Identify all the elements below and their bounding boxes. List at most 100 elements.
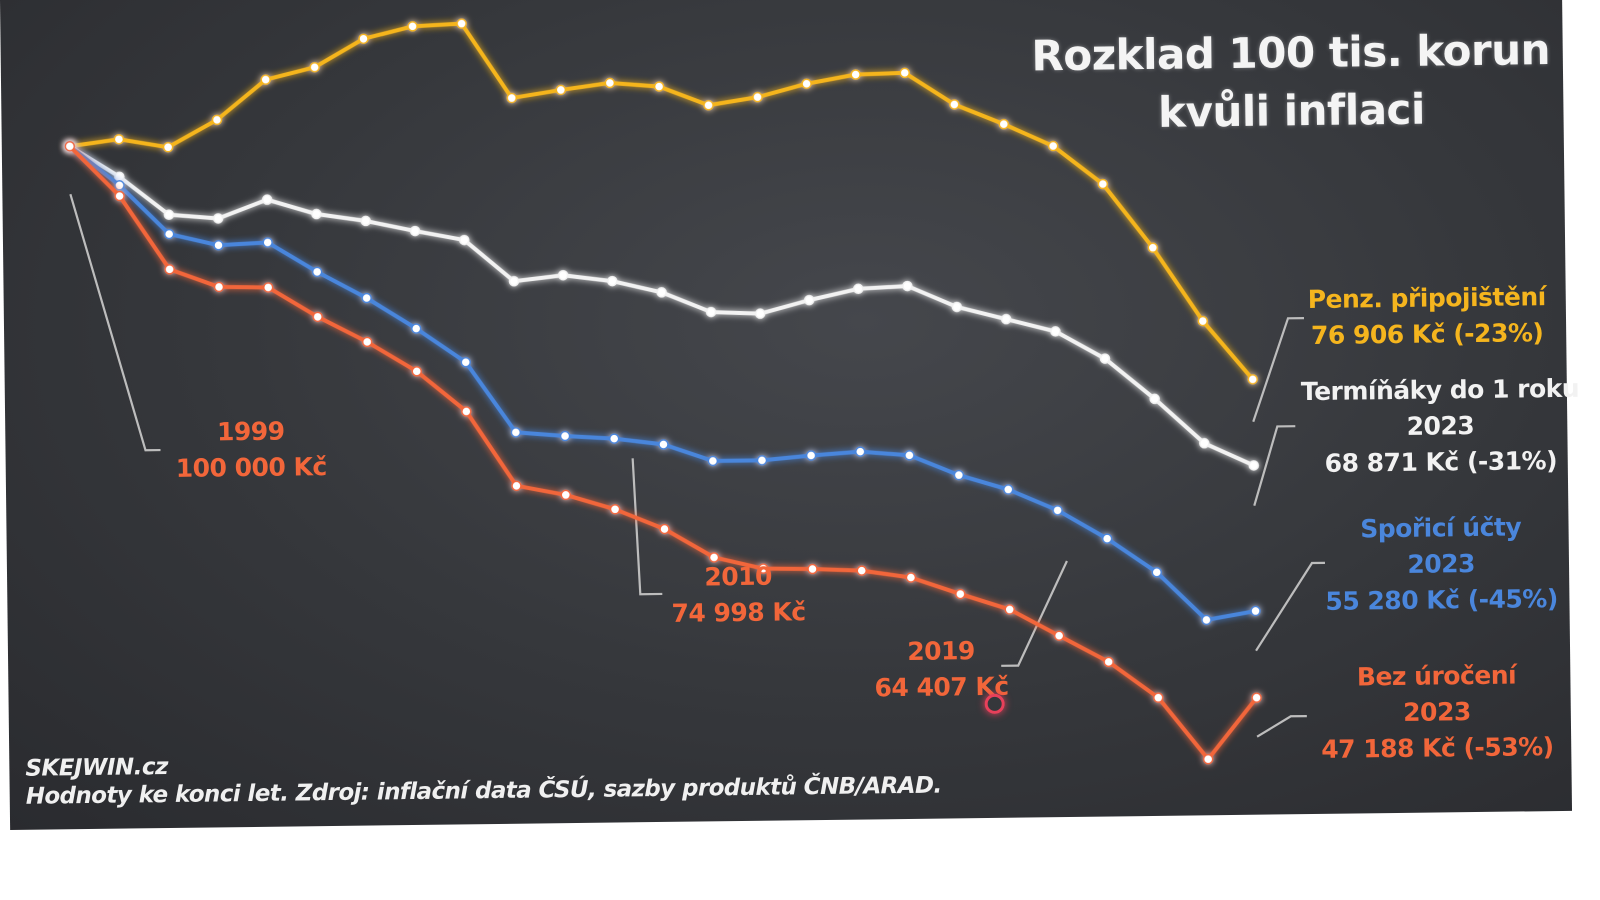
data-point-cash-2022	[1202, 753, 1214, 765]
data-point-pension-2012	[703, 100, 714, 111]
data-point-pension-2006	[407, 21, 418, 32]
leader-cash	[1256, 714, 1307, 738]
annotation-2010-year: 2010	[704, 561, 773, 592]
data-point-pension-2000	[113, 134, 125, 145]
label-pension-value: 76 906 Kč (-23%)	[1310, 318, 1544, 351]
data-point-term-2013	[754, 308, 766, 319]
data-point-cash-2018	[1004, 604, 1015, 615]
data-point-savings-2021	[1151, 567, 1163, 578]
data-point-cash-2019	[1053, 630, 1065, 641]
annotation-1999-value: 100 000 Kč	[175, 452, 327, 483]
data-point-term-2003	[261, 194, 273, 205]
data-point-cash-2010	[609, 504, 621, 515]
data-point-savings-2004	[311, 266, 323, 278]
data-point-cash-2021	[1153, 692, 1164, 703]
leader-term	[1253, 425, 1296, 507]
data-point-pension-2015	[850, 69, 861, 80]
data-point-cash-2004	[312, 311, 323, 323]
data-point-savings-2011	[658, 439, 669, 450]
label-savings-name: Spořicí účty	[1360, 512, 1522, 544]
data-point-term-2014	[803, 294, 815, 306]
data-point-savings-2000	[114, 180, 125, 191]
data-point-savings-2017	[953, 469, 965, 481]
data-point-pension-2023	[1247, 374, 1258, 385]
data-point-savings-2007	[460, 356, 472, 368]
label-cash: Bez úročení 2023 47 188 Kč (-53%)	[1320, 657, 1554, 768]
annotation-1999-year: 1999	[216, 416, 285, 447]
brand-text: SKEJWIN.cz	[25, 754, 169, 782]
data-point-cash-2008	[511, 480, 522, 492]
data-point-term-2001	[163, 209, 175, 221]
data-point-savings-2023	[1250, 605, 1261, 617]
data-point-term-2011	[656, 287, 667, 298]
data-point-pension-2004	[309, 62, 320, 73]
annotation-2010-value: 74 998 Kč	[671, 597, 806, 628]
data-point-savings-2014	[805, 450, 817, 461]
data-point-term-2002	[212, 213, 224, 224]
data-point-pension-2016	[899, 67, 911, 79]
data-point-savings-2013	[756, 455, 768, 466]
data-point-cash-2020	[1103, 656, 1114, 668]
label-term-value: 68 871 Kč (-31%)	[1324, 446, 1558, 478]
label-savings: Spořicí účty 2023 55 280 Kč (-45%)	[1324, 509, 1558, 620]
label-cash-value: 47 188 Kč (-53%)	[1321, 732, 1554, 764]
data-point-savings-2016	[904, 450, 915, 461]
data-point-savings-2012	[707, 455, 719, 467]
label-savings-year: 2023	[1407, 549, 1476, 579]
data-point-term-2000	[114, 171, 125, 183]
data-point-savings-2008	[510, 427, 522, 438]
line-chart	[64, 18, 1325, 765]
data-point-cash-1999	[64, 141, 76, 152]
data-point-pension-2014	[801, 78, 812, 90]
data-point-term-2008	[508, 275, 520, 287]
data-point-term-2016	[902, 280, 913, 292]
pointer-cursor-icon	[984, 693, 1005, 715]
data-point-pension-2020	[1097, 178, 1109, 190]
data-point-term-2009	[557, 269, 569, 281]
data-point-savings-2018	[1003, 484, 1014, 495]
data-point-pension-2009	[555, 84, 567, 96]
chart-title: Rozklad 100 tis. korun kvůli inflaci	[1010, 21, 1571, 144]
data-point-cash-2005	[361, 336, 373, 348]
data-point-pension-2011	[653, 81, 665, 92]
data-point-savings-2006	[410, 323, 422, 334]
data-point-savings-2009	[559, 430, 571, 442]
data-point-cash-2023	[1251, 692, 1262, 703]
data-point-cash-2006	[411, 366, 423, 377]
series-pension	[64, 18, 1258, 385]
data-point-term-2006	[409, 225, 421, 237]
leader-savings	[1255, 561, 1325, 652]
label-pension: Penz. připojištění 76 906 Kč (-23%)	[1308, 279, 1547, 354]
data-point-term-2012	[705, 306, 717, 318]
data-point-cash-2002	[213, 281, 225, 293]
data-point-pension-2007	[456, 18, 467, 29]
title-line-2: kvůli inflaci	[1157, 84, 1426, 137]
data-point-cash-2007	[461, 406, 472, 417]
data-point-term-2021	[1149, 393, 1160, 405]
data-point-savings-2003	[262, 237, 273, 248]
data-point-cash-2011	[659, 523, 670, 535]
data-point-cash-2003	[262, 282, 274, 293]
data-point-term-2005	[360, 215, 371, 227]
data-point-savings-2019	[1052, 505, 1063, 516]
data-point-cash-2009	[560, 489, 572, 501]
label-pension-name: Penz. připojištění	[1307, 282, 1546, 315]
data-point-cash-2001	[164, 264, 175, 275]
data-point-pension-2008	[506, 92, 517, 104]
data-point-pension-2017	[949, 99, 960, 110]
leader-1999	[69, 193, 161, 452]
leader-2010	[631, 458, 663, 596]
annotation-2010: 2010 74 998 Kč	[671, 558, 806, 632]
data-point-savings-2020	[1101, 533, 1113, 544]
chart-slide: Rozklad 100 tis. korun kvůli inflaci 199…	[0, 0, 1579, 830]
data-point-term-2022	[1199, 437, 1210, 449]
annotation-1999: 1999 100 000 Kč	[175, 413, 327, 487]
data-point-cash-2015	[856, 565, 867, 576]
data-point-cash-2000	[114, 190, 125, 202]
title-line-1: Rozklad 100 tis. korun	[1031, 25, 1551, 81]
data-point-pension-2013	[752, 91, 763, 103]
label-term-name: Termíňáky do 1 roku	[1300, 373, 1580, 407]
data-point-savings-2022	[1201, 614, 1212, 626]
label-term-year: 2023	[1406, 411, 1475, 441]
data-point-cash-2017	[955, 588, 966, 600]
